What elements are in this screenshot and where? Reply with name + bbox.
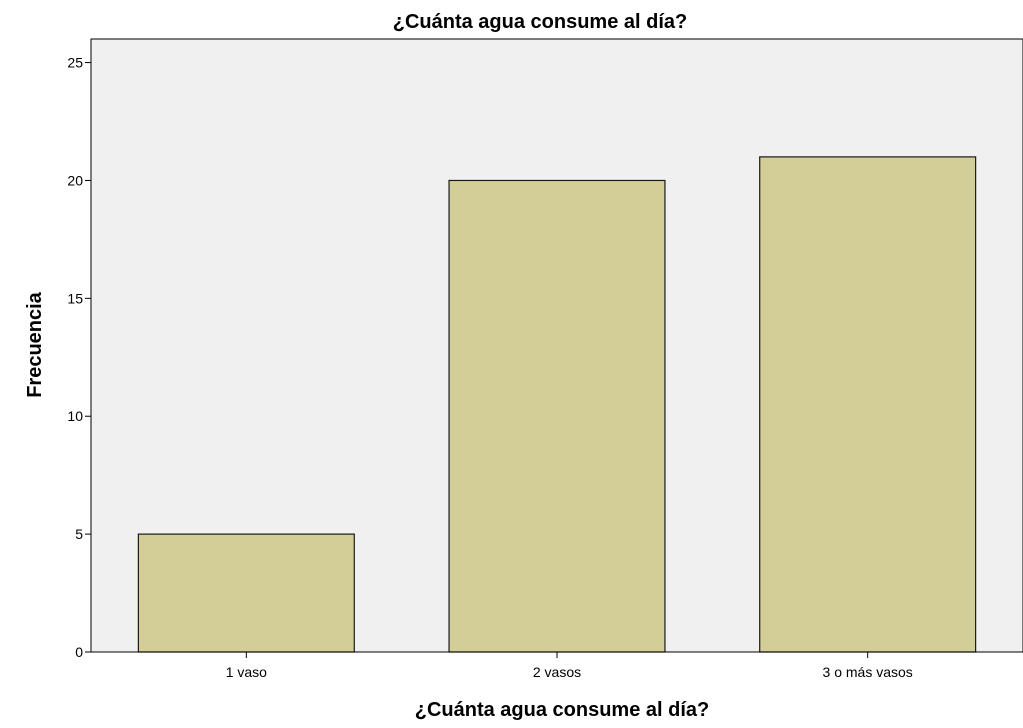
- x-tick-label: 1 vaso: [226, 664, 267, 680]
- bar-2-vasos: [448, 179, 666, 653]
- y-tick-label: 0: [75, 644, 83, 660]
- y-tick-label: 10: [67, 408, 83, 424]
- x-tick-label: 2 vasos: [533, 664, 581, 680]
- y-tick-label: 25: [67, 55, 83, 71]
- bar-1-vaso: [137, 533, 355, 653]
- y-tick-label: 15: [67, 290, 83, 306]
- chart-title: ¿Cuánta agua consume al día?: [393, 11, 688, 33]
- x-tick-label: 3 o más vasos: [823, 664, 913, 680]
- y-tick-label: 20: [67, 172, 83, 188]
- y-axis-label: Frecuencia: [24, 291, 46, 397]
- x-ticks-group: 1 vaso 2 vasos 3 o más vasos: [226, 652, 913, 680]
- x-axis-label: ¿Cuánta agua consume al día?: [415, 699, 710, 721]
- y-tick-label: 5: [75, 526, 83, 542]
- bar-3-o-más-vasos: [759, 156, 977, 653]
- y-ticks-group: 0 5 10 15 20 25: [67, 55, 91, 660]
